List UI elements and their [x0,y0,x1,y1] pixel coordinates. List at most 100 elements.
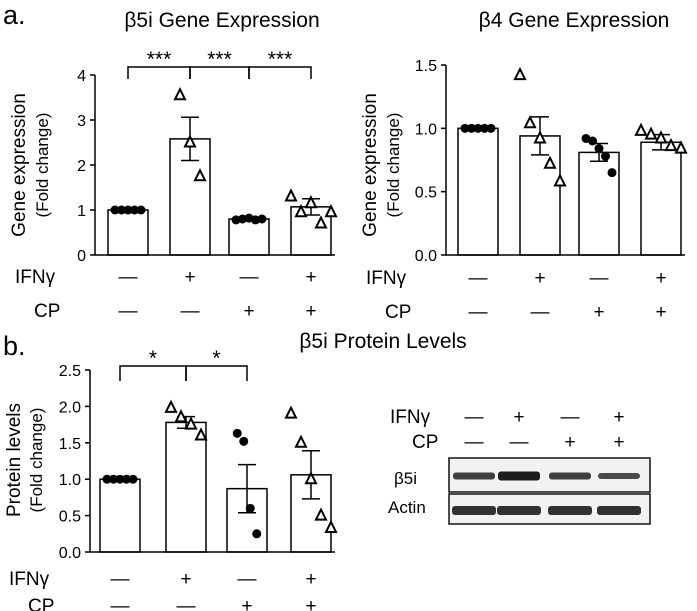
y-tick-label: 0.5 [59,509,81,526]
data-point [123,205,133,215]
data-point [486,123,496,133]
data-point [674,140,688,154]
data-point [102,474,112,484]
blot-cp-label: CP [412,432,438,453]
blot-ifn-sign: — [465,407,484,428]
data-point [543,155,557,169]
y-axis-label-unit: (Fold change) [384,113,403,218]
chart-title: β5i Gene Expression [124,9,319,32]
y-tick-label: 3 [77,113,86,130]
y-axis-label: Gene expression [9,93,30,237]
blot-cp-sign: + [613,432,624,453]
condition-sign-cp: + [593,302,604,323]
data-point [294,434,308,448]
bar [99,478,141,553]
blot-ifn-sign: + [513,407,524,428]
significance-label: * [212,347,220,370]
condition-label-cp: CP [34,301,60,322]
data-point [122,474,131,484]
blot-cp-sign: — [510,432,529,453]
blot-band-b5i [598,473,640,479]
data-point [184,416,198,430]
condition-sign-ifn: — [590,268,609,289]
y-axis-label: Protein levels [4,403,25,517]
y-tick-label: 1.0 [59,472,81,489]
data-point [304,195,318,209]
condition-sign-cp: — [111,596,130,611]
data-point [232,428,242,438]
significance-bracket [185,365,248,381]
condition-sign-ifn: — [469,268,488,289]
bar [457,127,499,256]
data-point [324,204,338,218]
data-point [117,205,126,215]
y-axis-label-unit: (Fold change) [33,113,52,218]
bar [228,218,270,256]
y-tick-label: 1 [77,203,86,220]
condition-sign-ifn: + [305,569,316,590]
blot-band-b5i [453,472,495,480]
condition-sign-cp: — [119,301,138,322]
blot-ifn-sign: — [561,407,580,428]
blot-band-b5i [549,472,591,480]
data-point [314,215,328,229]
y-tick-label: 1.5 [59,436,81,453]
panel-label-b: b. [3,331,26,361]
data-point [109,474,118,484]
data-point [467,123,476,133]
data-point [284,405,298,419]
data-point [588,136,597,146]
data-point [174,409,188,423]
y-tick-label: 0 [77,248,86,265]
chart-b5i-protein-levels: β5i Protein Levels Protein levels (Fold … [4,330,467,611]
bar [578,151,620,256]
data-point [634,122,648,136]
data-point [245,503,255,513]
condition-sign-ifn: — [111,569,130,590]
condition-label-ifn: IFNγ [15,267,56,288]
data-point [183,134,197,148]
data-point [294,204,308,218]
condition-label-cp: CP [385,302,411,323]
condition-sign-cp: — [177,596,196,611]
blot-row-label-b5i: β5i [394,469,417,488]
data-point [110,205,120,215]
data-point [239,436,249,446]
condition-sign-cp: + [241,596,252,611]
condition-sign-cp: — [181,301,200,322]
data-point [533,130,547,144]
significance-label: *** [268,48,293,71]
data-point [128,474,138,484]
data-point [284,188,298,202]
data-point [314,507,328,521]
chart-b4-gene-expression: β4 Gene Expression Gene expression (Fold… [360,9,688,323]
chart-title: β4 Gene Expression [479,9,670,32]
y-tick-label: 0.0 [59,545,81,562]
bar [107,209,149,256]
condition-sign-ifn: — [119,267,138,288]
y-axis-label: Gene expression [360,93,381,237]
bar [640,141,682,256]
data-point [257,214,267,224]
y-tick-label: 2.0 [59,399,81,416]
data-point [324,519,338,533]
data-point [523,115,537,129]
condition-sign-cp: — [469,302,488,323]
data-point [460,123,470,133]
data-point [553,173,567,187]
western-blot: IFNγ CP — + — + — — + + β5i Actin [388,407,651,525]
data-point [601,151,610,161]
y-tick-label: 0.5 [415,185,437,202]
condition-sign-ifn: + [534,268,545,289]
y-axis-label-unit: (Fold change) [27,408,46,513]
blot-band-actin [497,506,541,515]
chart-b5i-gene-expression: β5i Gene Expression Gene expression (Fol… [9,9,338,322]
data-point [136,205,146,215]
blot-ifn-label: IFNγ [390,407,431,428]
data-point [252,529,262,539]
data-point [473,123,483,133]
significance-label: * [149,347,157,370]
blot-band-actin [548,506,592,515]
blot-cp-sign: + [564,432,575,453]
significance-label: *** [207,48,232,71]
